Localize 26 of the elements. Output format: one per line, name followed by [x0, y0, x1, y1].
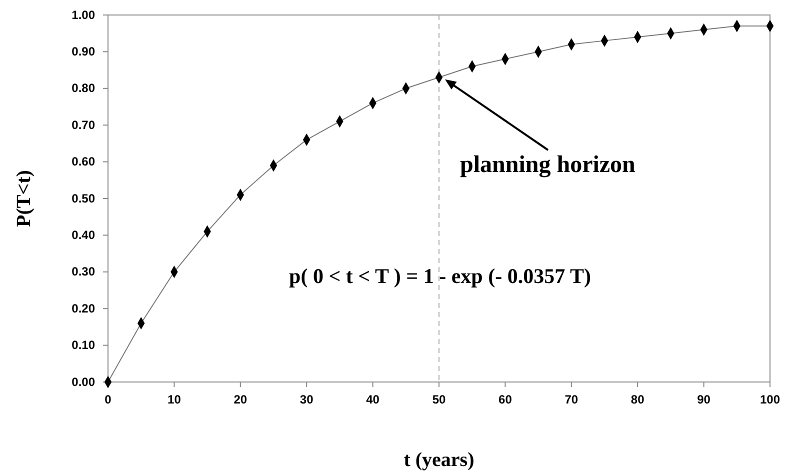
y-tick-label: 0.70: [72, 118, 96, 132]
x-tick-label: 30: [300, 392, 314, 407]
x-tick-label: 50: [432, 392, 446, 407]
x-tick-label: 0: [104, 392, 112, 407]
x-tick-label: 10: [168, 392, 182, 407]
x-tick-label: 70: [564, 392, 578, 407]
y-tick-label: 0.60: [72, 154, 96, 169]
y-tick-label: 0.80: [72, 81, 96, 96]
y-tick-label: 0.20: [72, 301, 96, 316]
x-tick-label: 80: [630, 392, 645, 407]
y-tick-label: 0.10: [72, 338, 96, 352]
y-tick-label: 0.90: [72, 44, 96, 59]
y-tick-label: 0.30: [72, 264, 96, 279]
y-tick-label: 0.00: [72, 374, 96, 389]
x-tick-label: 40: [366, 392, 380, 407]
annotation: p( 0 < t < T ) = 1 - exp (- 0.0357 T): [289, 264, 591, 288]
x-tick-label: 20: [234, 392, 248, 407]
x-tick-label: 100: [760, 392, 780, 407]
annotation: planning horizon: [460, 152, 636, 178]
x-tick-label: 90: [697, 392, 711, 407]
y-tick-label: 1.00: [72, 8, 96, 22]
x-axis-title: t (years): [404, 449, 474, 471]
y-tick-label: 0.40: [72, 228, 96, 242]
y-axis-title: P(T<t): [13, 170, 35, 227]
y-tick-label: 0.50: [72, 191, 96, 206]
x-tick-label: 60: [498, 392, 512, 407]
